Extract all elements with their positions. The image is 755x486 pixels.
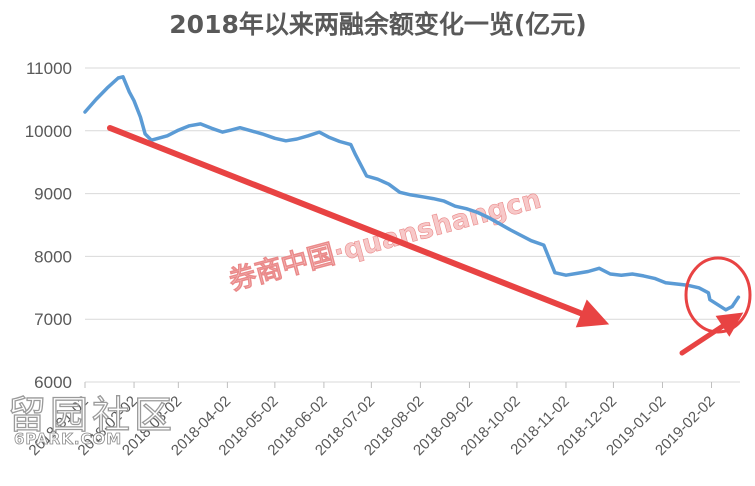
rebound-arrow <box>679 312 744 356</box>
y-axis-ticks: 6000 7000 8000 9000 10000 11000 <box>25 59 72 392</box>
y-tick-label: 6000 <box>34 373 72 392</box>
y-tick-label: 7000 <box>34 310 72 329</box>
y-tick-label: 10000 <box>25 122 72 141</box>
y-tick-label: 8000 <box>34 247 72 266</box>
chart-title: 2018年以来两融余额变化一览(亿元) <box>169 10 586 39</box>
site-watermark-domain: 6PARK.COM <box>14 430 122 448</box>
y-tick-label: 11000 <box>26 59 72 78</box>
rebound-circle <box>684 256 752 334</box>
gridlines <box>85 67 740 383</box>
y-tick-label: 9000 <box>34 185 72 204</box>
site-watermark-characters: 留园社区 <box>8 393 176 437</box>
series-line-margin-balance <box>83 75 741 312</box>
downtrend-arrow <box>107 125 610 328</box>
